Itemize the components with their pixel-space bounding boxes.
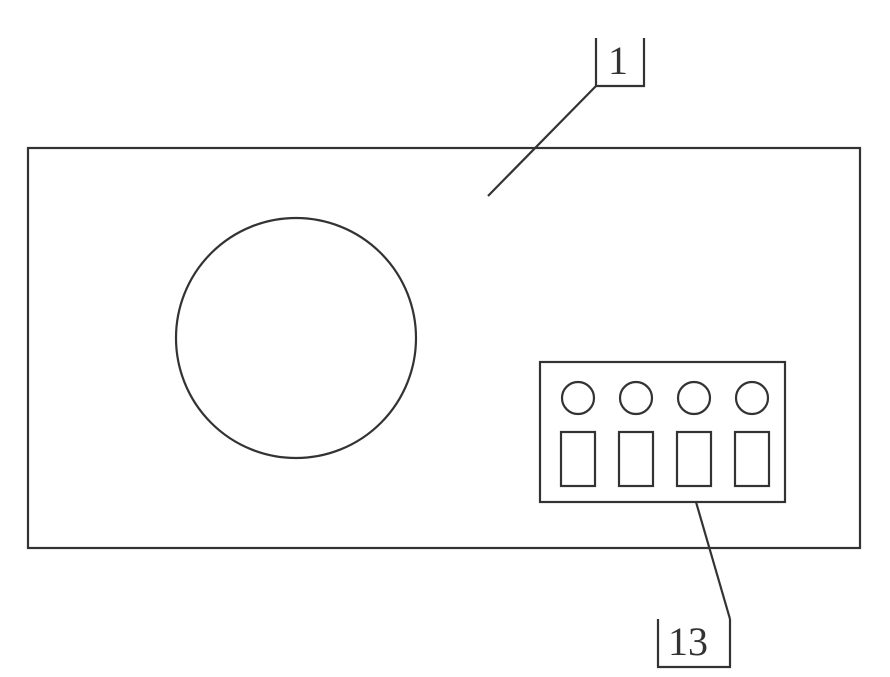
callout-label-top: 1 bbox=[608, 38, 628, 83]
canvas-bg bbox=[0, 0, 890, 677]
callout-label-bottom: 13 bbox=[668, 619, 708, 664]
